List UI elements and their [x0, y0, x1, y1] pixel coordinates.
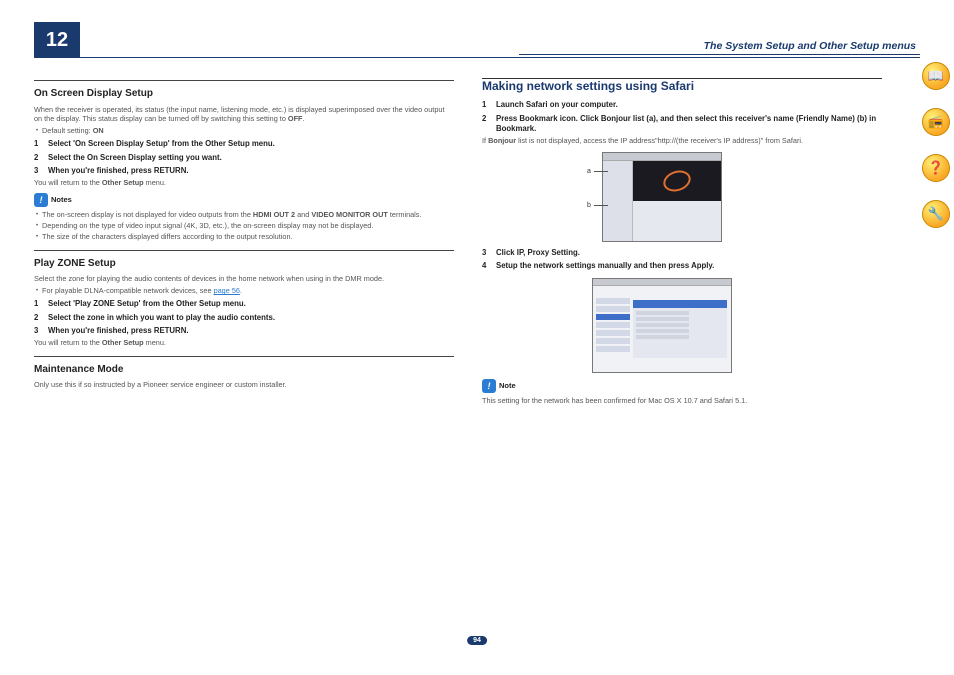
safari-note-text: This setting for the network has been co…: [482, 396, 882, 406]
safari-step: 4Setup the network settings manually and…: [482, 261, 882, 272]
maint-heading: Maintenance Mode: [34, 361, 454, 377]
content-columns: On Screen Display Setup When the receive…: [34, 78, 920, 407]
osd-step: 3When you're finished, press RETURN.: [34, 166, 454, 177]
osd-notes-header: ! Notes: [34, 193, 454, 207]
left-column: On Screen Display Setup When the receive…: [34, 78, 454, 407]
right-column: Making network settings using Safari 1La…: [482, 78, 882, 407]
page-link[interactable]: page 56: [214, 286, 240, 295]
callout-b: b: [587, 201, 591, 210]
pz-return: You will return to the Other Setup menu.: [34, 338, 454, 348]
pz-step: 1Select 'Play ZONE Setup' from the Other…: [34, 299, 454, 310]
safari-heading: Making network settings using Safari: [482, 78, 882, 94]
note-label: Note: [499, 381, 516, 391]
playzone-intro: Select the zone for playing the audio co…: [34, 274, 454, 284]
pz-step: 2Select the zone in which you want to pl…: [34, 313, 454, 324]
safari-screenshot-1: a b: [602, 152, 722, 242]
device-icon[interactable]: 📻: [922, 108, 950, 136]
divider: [34, 356, 454, 357]
notes-label: Notes: [51, 195, 72, 205]
maint-text: Only use this if so instructed by a Pion…: [34, 380, 454, 390]
page-content: 12 The System Setup and Other Setup menu…: [34, 22, 920, 653]
note-icon: !: [34, 193, 48, 207]
header-underline: [519, 54, 920, 55]
note-icon: !: [482, 379, 496, 393]
safari-step: 1Launch Safari on your computer.: [482, 100, 882, 111]
header-rule: [34, 57, 920, 58]
osd-heading: On Screen Display Setup: [34, 85, 454, 101]
pz-step: 3When you're finished, press RETURN.: [34, 326, 454, 337]
osd-step: 2Select the On Screen Display setting yo…: [34, 153, 454, 164]
osd-intro: When the receiver is operated, its statu…: [34, 105, 454, 125]
help-icon[interactable]: ❓: [922, 154, 950, 182]
chapter-number-box: 12: [34, 22, 80, 58]
osd-return: You will return to the Other Setup menu.: [34, 178, 454, 188]
osd-step: 1Select 'On Screen Display Setup' from t…: [34, 139, 454, 150]
chapter-number: 12: [46, 29, 68, 52]
page-number: 94: [467, 636, 487, 645]
divider: [34, 80, 454, 81]
callout-a: a: [587, 167, 591, 176]
sidebar-nav-icons: 📖 📻 ❓ 🔧: [922, 62, 950, 228]
settings-icon[interactable]: 🔧: [922, 200, 950, 228]
safari-step: 2Press Bookmark icon. Click Bonjour list…: [482, 114, 882, 135]
divider: [34, 250, 454, 251]
header-title: The System Setup and Other Setup menus: [704, 40, 920, 52]
osd-notes-list: The on-screen display is not displayed f…: [34, 210, 454, 242]
manual-icon[interactable]: 📖: [922, 62, 950, 90]
safari-step: 3Click IP, Proxy Setting.: [482, 248, 882, 259]
bonjour-note: If Bonjour list is not displayed, access…: [482, 136, 882, 146]
playzone-link: For playable DLNA-compatible network dev…: [34, 286, 454, 296]
playzone-heading: Play ZONE Setup: [34, 255, 454, 271]
osd-default: Default setting: ON: [34, 126, 454, 136]
safari-note-header: ! Note: [482, 379, 882, 393]
safari-screenshot-2: [592, 278, 732, 373]
